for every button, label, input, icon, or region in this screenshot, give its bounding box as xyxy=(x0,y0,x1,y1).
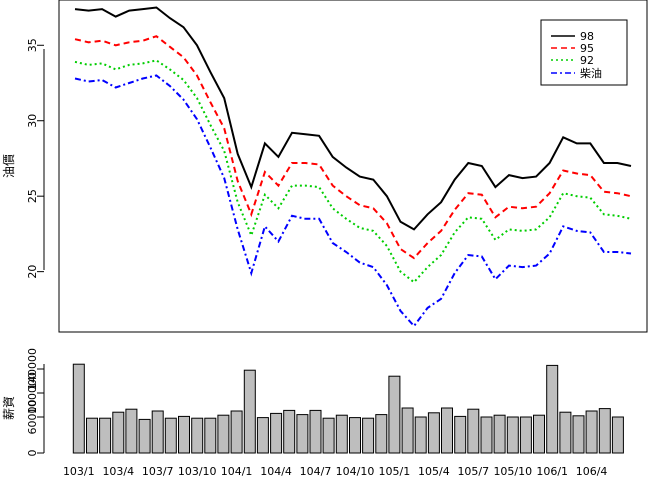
bar-x-tick-label-5: 104/4 xyxy=(260,465,292,478)
legend: 98 95 92 柴油 xyxy=(540,19,628,86)
bar-30 xyxy=(467,408,480,454)
line-y-tick-label-2: 30 xyxy=(26,114,39,128)
bars-group xyxy=(72,363,624,454)
bar-25 xyxy=(401,407,414,454)
bar-x-tick-label-7: 104/10 xyxy=(336,465,375,478)
bar-y-tick-label-3: 140000 xyxy=(26,348,39,390)
bar-18 xyxy=(309,409,322,454)
bar-35 xyxy=(533,414,545,454)
line-y-tick-label-3: 35 xyxy=(26,38,39,52)
line-y-tick-label-0: 20 xyxy=(26,265,39,279)
legend-label-1: 95 xyxy=(580,42,594,55)
line-chart: 20 25 30 35 油價 98 95 92 柴油 xyxy=(2,0,648,333)
bar-x-tick-label-8: 105/1 xyxy=(379,465,411,478)
bar-x-tick-labels: 103/1 103/4 103/7 103/10 104/1 104/4 104/7 104/… xyxy=(63,465,608,478)
bar-12 xyxy=(230,410,243,454)
bar-28 xyxy=(441,407,453,454)
bar-x-tick-label-12: 106/1 xyxy=(536,465,568,478)
bar-x-tick-label-11: 105/10 xyxy=(493,465,532,478)
bar-39 xyxy=(585,410,598,454)
bar-x-tick-label-1: 103/4 xyxy=(102,465,134,478)
bar-x-tick-label-0: 103/1 xyxy=(63,465,95,478)
legend-label-3: 柴油 xyxy=(580,66,602,80)
bar-11 xyxy=(217,414,230,454)
legend-item-1: 95 xyxy=(551,42,594,55)
legend-item-0: 98 xyxy=(551,30,594,43)
line-y-axis-label: 油價 xyxy=(2,154,16,178)
bar-21 xyxy=(349,417,361,454)
bar-1 xyxy=(86,417,98,454)
bar-y-tick-label-1: 60000 xyxy=(26,400,39,435)
bar-37 xyxy=(559,411,572,454)
bar-24 xyxy=(388,375,401,454)
bar-15 xyxy=(270,412,283,454)
bar-34 xyxy=(519,416,532,454)
bar-y-tick-label-2: 100000 xyxy=(26,372,39,414)
bar-32 xyxy=(493,414,506,454)
bar-x-tick-label-13: 106/4 xyxy=(576,465,608,478)
bar-x-tick-label-2: 103/7 xyxy=(142,465,174,478)
bar-x-tick-label-3: 103/10 xyxy=(178,465,217,478)
bar-x-tick-label-10: 105/7 xyxy=(457,465,489,478)
bar-10 xyxy=(204,417,217,454)
bar-17 xyxy=(296,414,309,454)
line-y-tick-label-1: 25 xyxy=(26,189,39,203)
series-line-0 xyxy=(74,6,632,231)
bar-38 xyxy=(572,415,585,454)
bar-2 xyxy=(99,417,112,454)
bar-36 xyxy=(546,364,559,454)
legend-label-2: 92 xyxy=(580,54,594,67)
bar-y-axis-label: 薪資 xyxy=(2,396,16,420)
legend-box xyxy=(540,19,628,86)
bar-x-tick-label-9: 105/4 xyxy=(418,465,450,478)
bar-41 xyxy=(611,416,624,454)
line-y-ticks: 20 25 30 35 xyxy=(26,38,44,279)
bar-y-tick-label-0: 0 xyxy=(26,450,39,457)
bar-22 xyxy=(362,417,375,454)
bar-7 xyxy=(164,417,177,454)
line-plot-frame xyxy=(58,0,648,333)
bar-23 xyxy=(375,414,388,454)
bar-4 xyxy=(125,408,138,454)
bar-x-tick-label-4: 104/1 xyxy=(221,465,253,478)
bar-19 xyxy=(322,417,335,454)
series-line-3 xyxy=(74,74,632,328)
line-y-axis: 20 25 30 35 xyxy=(26,38,45,279)
bar-29 xyxy=(454,415,467,454)
bar-x-tick-label-6: 104/7 xyxy=(300,465,332,478)
bar-6 xyxy=(151,410,164,454)
bar-13 xyxy=(243,369,256,454)
bar-31 xyxy=(480,416,493,454)
bar-8 xyxy=(178,415,190,454)
bar-0 xyxy=(72,363,85,454)
bar-33 xyxy=(506,416,519,454)
bar-9 xyxy=(191,417,204,454)
legend-item-3: 柴油 xyxy=(551,66,602,80)
legend-item-2: 92 xyxy=(551,54,594,67)
bar-14 xyxy=(256,417,269,454)
bar-40 xyxy=(598,408,611,454)
legend-label-0: 98 xyxy=(580,30,594,43)
bar-27 xyxy=(427,412,440,454)
bar-20 xyxy=(335,414,348,454)
bar-3 xyxy=(112,411,125,454)
line-series-group xyxy=(74,6,632,328)
bar-5 xyxy=(138,418,151,454)
bar-16 xyxy=(283,409,296,454)
bar-26 xyxy=(414,416,427,454)
